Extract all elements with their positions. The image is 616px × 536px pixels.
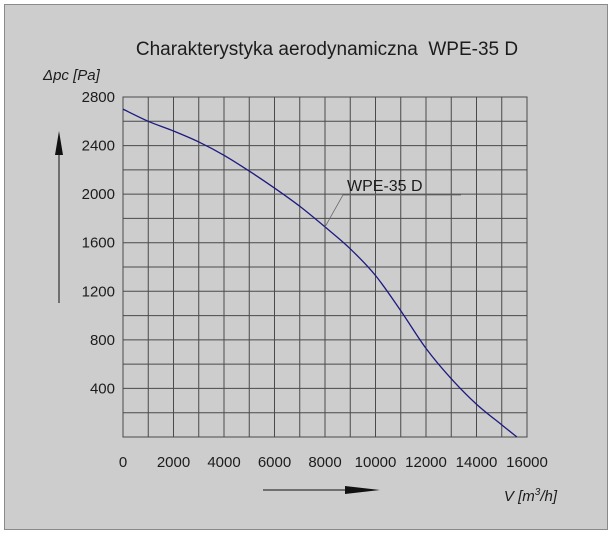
x-tick-label: 8000	[308, 454, 341, 471]
y-tick-label: 2000	[82, 186, 115, 203]
y-tick-label: 1600	[82, 235, 115, 252]
y-tick-label: 400	[90, 380, 115, 397]
x-tick-label: 16000	[506, 454, 548, 471]
y-tick-label: 2400	[82, 138, 115, 155]
chart-frame: Charakterystyka aerodynamiczna WPE-35 D …	[4, 4, 608, 530]
x-tick-label: 4000	[207, 454, 240, 471]
series-lines	[122, 108, 518, 438]
x-direction-arrow	[263, 486, 380, 494]
annotations: WPE-35 D	[324, 178, 461, 228]
y-axis-label: Δpc [Pa]	[42, 67, 101, 84]
annotation-leader-line	[324, 194, 461, 228]
chart-title: Charakterystyka aerodynamiczna WPE-35 D	[136, 39, 518, 60]
chart-svg: Charakterystyka aerodynamiczna WPE-35 D …	[42, 39, 558, 505]
x-axis-label: V [m3/h]	[504, 487, 558, 505]
x-tick-label: 10000	[355, 454, 397, 471]
tick-labels: 0 2000 4000 6000 8000 10000 12000 14000 16000 400…	[82, 89, 548, 471]
x-tick-label: 12000	[405, 454, 447, 471]
x-tick-label: 6000	[258, 454, 291, 471]
y-direction-arrow	[55, 131, 63, 303]
x-tick-label: 0	[119, 454, 127, 471]
x-tick-label: 14000	[456, 454, 498, 471]
y-tick-label: 2800	[82, 89, 115, 106]
series-line	[122, 108, 518, 438]
y-tick-label: 1200	[82, 283, 115, 300]
grid	[122, 96, 528, 438]
x-tick-label: 2000	[157, 454, 190, 471]
annotation-label: WPE-35 D	[347, 178, 423, 195]
y-tick-label: 800	[90, 332, 115, 349]
